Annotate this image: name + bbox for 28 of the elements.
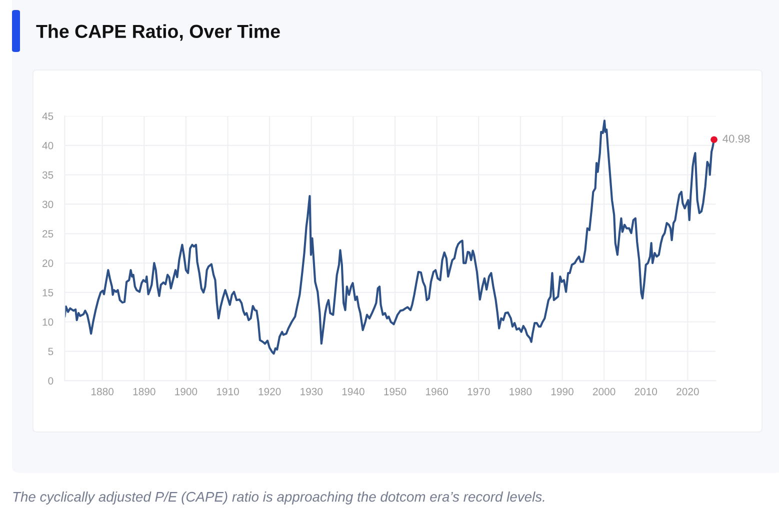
x-tick-label: 1950 [384,388,406,396]
y-tick-label: 0 [48,377,54,385]
y-tick-label: 40 [42,142,54,150]
data-label: 40.98 [722,134,750,143]
y-tick-label: 30 [42,200,54,208]
x-tick-label: 1930 [300,388,323,396]
x-tick-label: 1960 [426,388,448,396]
x-tick-label: 1920 [258,388,281,396]
text: The cyclically adjusted P/E (CAPE) ratio is approaching the dotcom era’s record levels. [13,492,544,504]
y-tick-label: 15 [42,289,54,296]
x-tick-label: 2020 [676,388,699,396]
y-tick-label: 25 [42,230,54,238]
x-tick-label: 1940 [342,388,364,396]
x-tick-label: 2000 [593,388,616,396]
y-tick-label: 20 [42,260,54,267]
y-tick-label: 5 [48,348,54,356]
x-tick-label: 2010 [634,388,658,396]
x-tick-label: 1980 [510,388,532,396]
chart-title: The CAPE Ratio, Over Time [36,24,280,41]
x-tick-label: 1890 [133,388,156,396]
x-tick-label: 1910 [216,388,239,396]
x-tick-label: 1880 [92,388,114,396]
x-tick-label: 1900 [175,388,198,396]
x-tick-label: 1970 [468,388,490,396]
y-tick-label: 45 [42,112,54,120]
x-tick-label: 1990 [551,388,574,396]
y-tick-label: 35 [42,171,54,179]
y-tick-label: 10 [42,318,54,326]
